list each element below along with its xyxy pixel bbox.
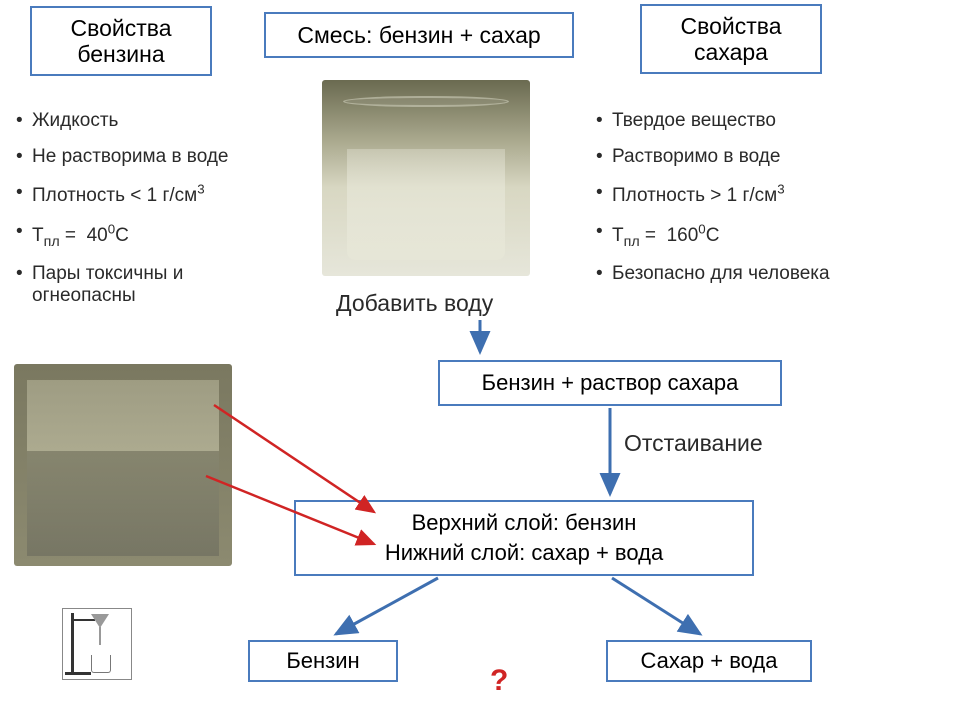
header-left-text: Свойства бензина: [32, 15, 210, 68]
layer-top-text: Верхний слой: бензин: [412, 508, 637, 538]
header-box-mixture: Смесь: бензин + сахар: [264, 12, 574, 58]
photo-mixture: [322, 80, 530, 276]
out-right-text: Сахар + вода: [641, 648, 778, 674]
add-water-label: Добавить воду: [336, 290, 493, 317]
step-box-layers: Верхний слой: бензин Нижний слой: сахар …: [294, 500, 754, 576]
list-item: Растворимо в воде: [594, 146, 934, 168]
list-item: Не растворима в воде: [14, 146, 274, 168]
step1-text: Бензин + раствор сахара: [482, 370, 739, 396]
photo-layers: [14, 364, 232, 566]
header-center-text: Смесь: бензин + сахар: [297, 22, 540, 49]
out-box-gasoline: Бензин: [248, 640, 398, 682]
gasoline-properties-list: Жидкость Не растворима в воде Плотность …: [14, 110, 274, 321]
header-box-gasoline: Свойства бензина: [30, 6, 212, 76]
list-item: Жидкость: [14, 110, 274, 132]
list-item: Твердое вещество: [594, 110, 934, 132]
list-item: Безопасно для человека: [594, 263, 934, 285]
layer-bottom-text: Нижний слой: сахар + вода: [385, 538, 663, 568]
list-item: Tпл = 400C: [14, 221, 274, 249]
list-item: Tпл = 1600C: [594, 221, 934, 249]
apparatus-icon: [62, 608, 132, 680]
list-item: Плотность < 1 г/см3: [14, 182, 274, 207]
header-right-text: Свойства сахара: [642, 13, 820, 66]
list-item: Пары токсичны и огнеопасны: [14, 263, 274, 307]
settling-label: Отстаивание: [624, 430, 763, 457]
step-box-solution: Бензин + раствор сахара: [438, 360, 782, 406]
question-mark: ?: [490, 664, 508, 698]
out-left-text: Бензин: [286, 648, 359, 674]
list-item: Плотность > 1 г/см3: [594, 182, 934, 207]
header-box-sugar: Свойства сахара: [640, 4, 822, 74]
out-box-sugarwater: Сахар + вода: [606, 640, 812, 682]
sugar-properties-list: Твердое вещество Растворимо в воде Плотн…: [594, 110, 934, 299]
